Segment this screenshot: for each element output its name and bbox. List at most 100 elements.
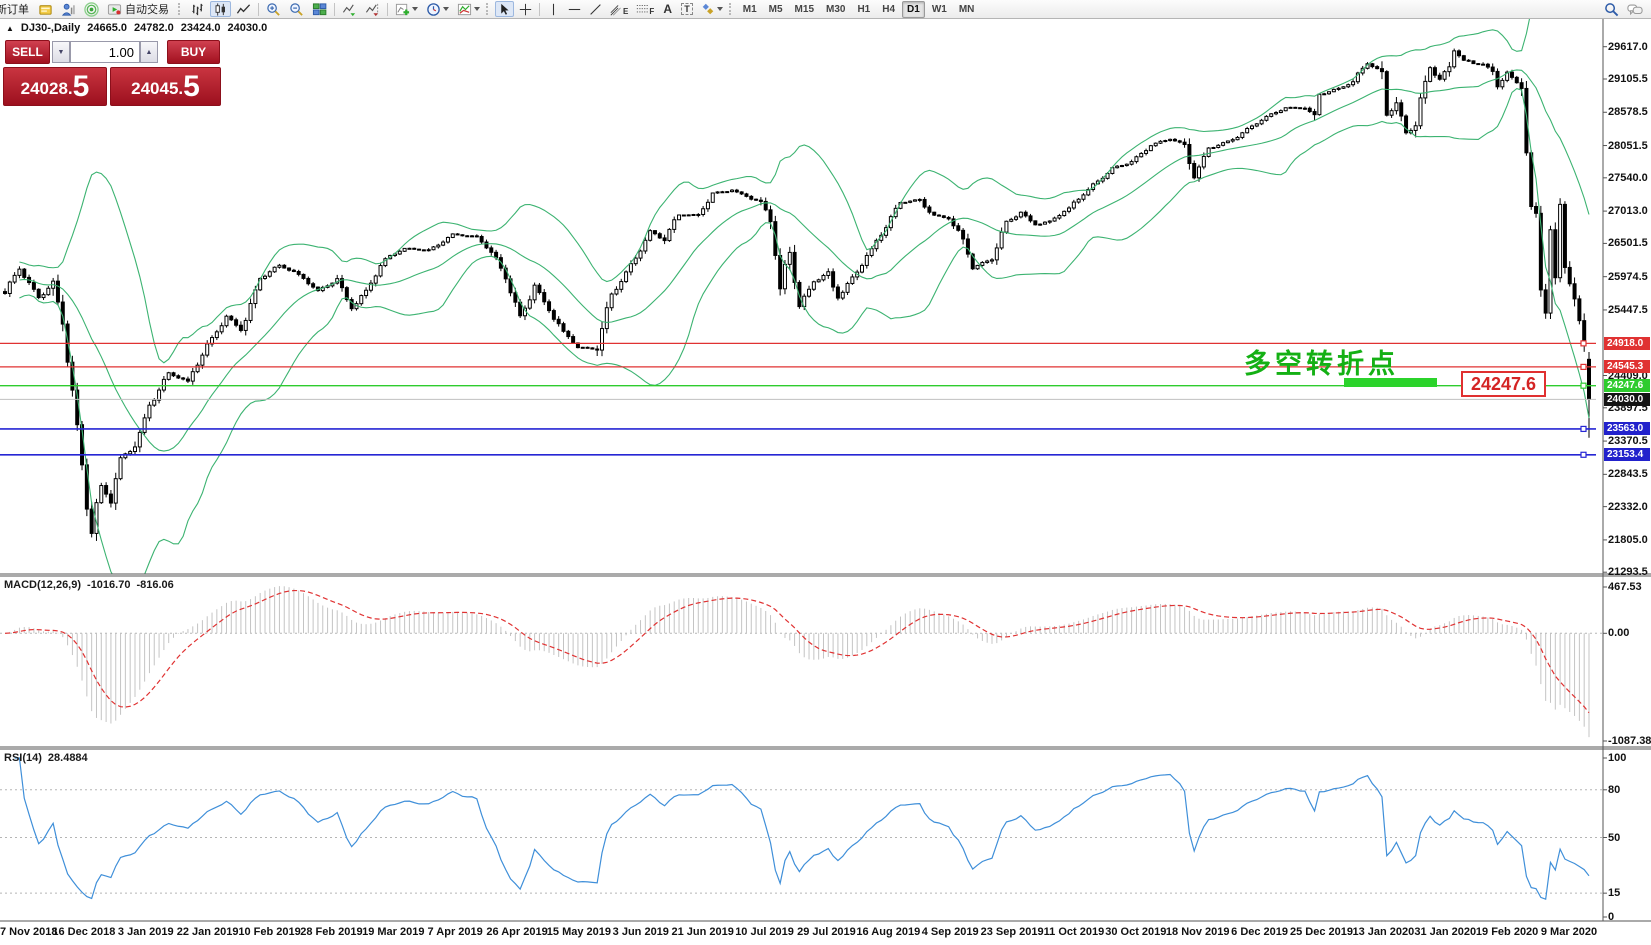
- toolbar-grip: [728, 3, 734, 15]
- indicators-button[interactable]: [392, 1, 421, 17]
- green-highlight-bar[interactable]: [1344, 378, 1437, 387]
- one-click-trade-panel: SELL ▼ ▲ BUY 24028.5 24045.5: [3, 40, 221, 106]
- toolbar-separator: [258, 2, 259, 16]
- shapes-icon: [702, 3, 714, 15]
- zoom-in-button[interactable]: [263, 1, 284, 17]
- chat-button[interactable]: [1624, 1, 1646, 17]
- search-icon: [1605, 2, 1619, 16]
- shapes-button[interactable]: [698, 1, 726, 17]
- auto-scroll-icon: [342, 4, 356, 16]
- tile-windows-button[interactable]: [309, 1, 330, 17]
- line-chart-button[interactable]: [233, 1, 254, 17]
- templates-icon: [457, 3, 472, 15]
- cursor-button[interactable]: [495, 1, 514, 17]
- rsi-indicator: [0, 757, 1603, 901]
- new-order-button[interactable]: 新订单: [0, 1, 33, 17]
- timeframe-mn-button[interactable]: MN: [958, 3, 975, 15]
- timeframe-m5-button[interactable]: M5: [768, 3, 783, 15]
- crosshair-icon: [519, 3, 532, 15]
- toolbar-separator: [334, 2, 335, 16]
- close-value: 24030.0: [227, 22, 268, 34]
- buy-price-box[interactable]: 24045. 5: [110, 67, 221, 106]
- chat-icon: [1627, 4, 1643, 15]
- text-button[interactable]: A: [659, 1, 676, 17]
- profiles-button[interactable]: [58, 1, 79, 17]
- label-tool-label: T: [681, 3, 693, 15]
- vertical-line-button[interactable]: [544, 1, 563, 17]
- candlestick-chart-button[interactable]: [210, 1, 231, 17]
- timeframe-d1-button[interactable]: D1: [902, 0, 925, 18]
- horizontal-line-button[interactable]: [565, 1, 584, 17]
- fib-f-label: F: [649, 7, 655, 16]
- sell-button[interactable]: SELL: [5, 40, 50, 64]
- macd-name: MACD(12,26,9): [4, 579, 82, 591]
- toolbar-separator: [539, 2, 540, 16]
- indicators-icon: [395, 3, 410, 15]
- timeframe-m1-button[interactable]: M1: [742, 3, 757, 15]
- new-order-label: 新订单: [0, 4, 29, 16]
- volume-increase-button[interactable]: ▲: [140, 41, 158, 63]
- signals-button[interactable]: [81, 1, 102, 17]
- bollinger-bands: [19, 18, 1590, 574]
- timeframe-toolbar: M1 M5 M15 M30 H1 H4 D1 W1 MN: [737, 0, 981, 18]
- toolbar-grip: [178, 3, 183, 15]
- autotrading-button[interactable]: 自动交易: [104, 1, 175, 17]
- label-button[interactable]: T: [678, 1, 696, 17]
- fibonacci-retracement-button[interactable]: F: [633, 1, 657, 17]
- periods-clock-icon: [427, 2, 440, 16]
- zoom-in-icon: [267, 2, 280, 16]
- level-lines[interactable]: [0, 340, 1596, 458]
- text-tool-label: A: [663, 2, 673, 16]
- autotrading-icon: [107, 3, 122, 15]
- macd-label: MACD(12,26,9) -1016.70 -816.06: [4, 579, 174, 591]
- toolbar-grip: [486, 3, 491, 15]
- periods-button[interactable]: [423, 1, 452, 17]
- zoom-out-button[interactable]: [286, 1, 307, 17]
- high-value: 24782.0: [134, 22, 174, 34]
- buy-button[interactable]: BUY: [167, 40, 220, 64]
- chart-shift-icon: [365, 3, 379, 16]
- bar-chart-icon: [192, 3, 203, 15]
- macd-indicator: [0, 586, 1603, 738]
- candles-series: [3, 48, 1591, 541]
- volume-decrease-button[interactable]: ▼: [52, 41, 70, 63]
- fibonacci-expansion-icon: [610, 4, 621, 15]
- new-chart-button[interactable]: [35, 1, 56, 17]
- timeframe-h1-button[interactable]: H1: [857, 3, 871, 15]
- indicators-caret-icon: [412, 7, 418, 11]
- sell-price-box[interactable]: 24028. 5: [3, 67, 107, 106]
- timeframe-m30-button[interactable]: M30: [826, 3, 846, 15]
- macd-main-value: -1016.70: [87, 579, 131, 591]
- periods-caret-icon: [443, 7, 449, 11]
- chart-marker-icon: ▲: [6, 23, 14, 33]
- turning-point-annotation[interactable]: 多空转折点: [1244, 349, 1399, 379]
- open-value: 24665.0: [87, 22, 127, 34]
- crosshair-button[interactable]: [516, 1, 535, 17]
- buy-price-main: 24045: [131, 79, 179, 98]
- axis-tick-marks: [1603, 46, 1607, 918]
- templates-button[interactable]: [454, 1, 483, 17]
- volume-input[interactable]: [70, 41, 140, 63]
- search-button[interactable]: [1601, 1, 1622, 17]
- timeframe-m15-button[interactable]: M15: [794, 3, 814, 15]
- fibonacci-expansion-button[interactable]: E: [607, 1, 631, 17]
- zoom-out-icon: [290, 2, 303, 16]
- toolbar-separator: [387, 2, 388, 16]
- boxed-price-label[interactable]: 24247.6: [1461, 371, 1546, 397]
- auto-scroll-button[interactable]: [339, 1, 360, 17]
- symbol-title: DJ30-,Daily: [20, 22, 81, 34]
- signals-icon: [84, 1, 99, 17]
- trendline-button[interactable]: [586, 1, 605, 17]
- line-chart-icon: [236, 3, 251, 14]
- sell-label: SELL: [12, 45, 43, 59]
- timeframe-h4-button[interactable]: H4: [882, 3, 896, 15]
- templates-caret-icon: [474, 7, 480, 11]
- bar-chart-button[interactable]: [187, 1, 208, 17]
- timeframe-w1-button[interactable]: W1: [931, 3, 947, 15]
- fibonacci-retracement-icon: [637, 4, 649, 12]
- low-value: 23424.0: [180, 22, 221, 34]
- shapes-caret-icon: [716, 7, 723, 11]
- chart-shift-button[interactable]: [362, 1, 383, 17]
